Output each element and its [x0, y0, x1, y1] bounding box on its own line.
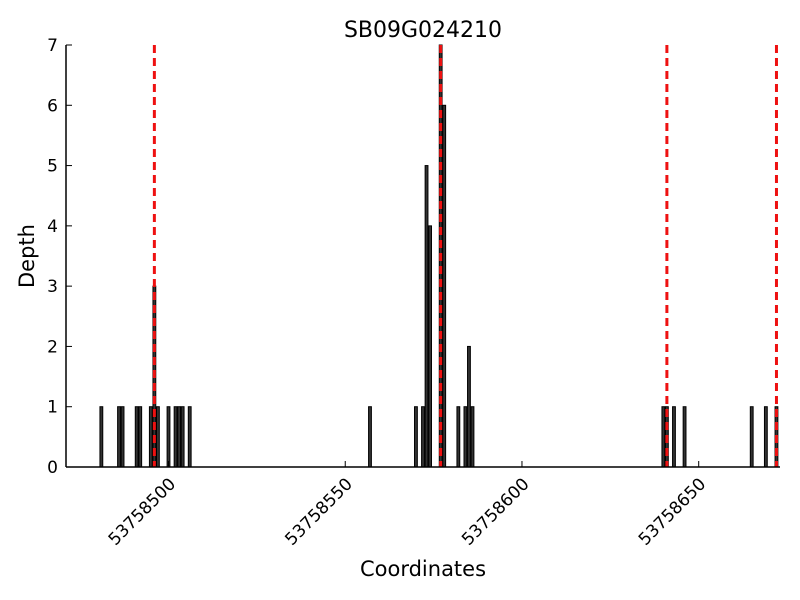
depth-bar-9 — [166, 406, 171, 468]
depth-bar-16 — [421, 406, 425, 468]
depth-bar-1 — [99, 406, 104, 468]
x-tick-label: 53758600 — [458, 474, 533, 549]
depth-bar-5 — [138, 406, 143, 468]
depth-bar-30 — [763, 406, 768, 468]
vlines-layer — [152, 45, 778, 467]
y-tick-label: 4 — [47, 217, 58, 237]
depth-bar-6 — [148, 406, 153, 468]
depth-bar-24 — [470, 406, 475, 468]
depth-bar-18 — [428, 225, 432, 468]
x-tick-label: 53758550 — [281, 474, 356, 549]
depth-bar-8 — [155, 406, 160, 468]
x-axis-label: Coordinates — [360, 557, 486, 581]
bars-layer — [99, 44, 779, 468]
depth-bar-28 — [682, 406, 687, 468]
depth-bar-4 — [134, 406, 139, 468]
y-tick-label: 7 — [47, 36, 58, 56]
depth-bar-29 — [749, 406, 754, 468]
ticks-layer: 0 1 2 3 4 5 6 7 53758500 53758550 53758600 53758650 — [47, 36, 710, 550]
depth-bar-23 — [467, 345, 471, 468]
y-tick-label: 1 — [47, 398, 58, 418]
chart-title: SB09G024210 — [344, 18, 502, 43]
depth-bar-12 — [180, 406, 185, 468]
x-tick-label: 53758650 — [635, 474, 710, 549]
y-tick-label: 5 — [47, 157, 58, 177]
depth-bar-15 — [414, 406, 418, 468]
y-tick-label: 0 — [47, 458, 58, 478]
depth-bar-3 — [120, 406, 125, 468]
depth-bar-27 — [672, 406, 676, 468]
depth-bar-10 — [173, 406, 178, 468]
y-tick-label: 3 — [47, 277, 58, 297]
depth-bar-17 — [424, 165, 429, 468]
y-tick-label: 6 — [47, 96, 58, 116]
axes-layer — [65, 45, 780, 468]
x-tick-label: 53758500 — [105, 474, 180, 549]
depth-bar-13 — [187, 406, 192, 468]
y-tick-label: 2 — [47, 337, 58, 357]
depth-bar-21 — [456, 406, 461, 468]
depth-bar-2 — [117, 406, 121, 468]
y-axis-label: Depth — [15, 224, 39, 288]
depth-bar-22 — [463, 406, 468, 468]
depth-bar-11 — [177, 406, 182, 468]
depth-bar-14 — [368, 406, 372, 468]
depth-bar-20 — [442, 104, 447, 468]
depth-bar-25 — [661, 406, 666, 468]
